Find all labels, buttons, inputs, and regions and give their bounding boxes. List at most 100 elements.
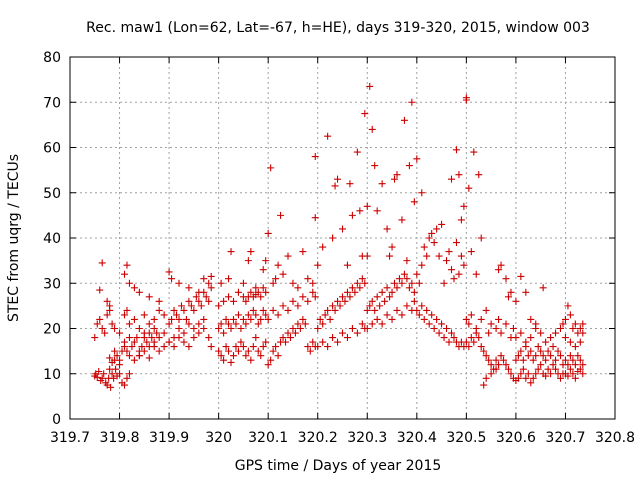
data-point — [361, 110, 369, 118]
data-point — [299, 248, 307, 256]
data-point — [579, 329, 587, 337]
data-point — [430, 239, 438, 247]
data-point — [549, 361, 557, 369]
data-point — [150, 315, 158, 323]
data-point — [222, 315, 230, 323]
data-point — [358, 320, 366, 328]
data-point — [348, 284, 356, 292]
data-point — [448, 329, 455, 337]
data-point — [391, 175, 399, 183]
data-point — [237, 338, 245, 346]
data-point — [168, 275, 176, 283]
data-point — [425, 320, 433, 328]
data-point — [410, 297, 418, 305]
data-point — [175, 325, 183, 332]
data-point — [145, 320, 153, 328]
data-point — [269, 347, 277, 355]
data-point — [475, 334, 483, 342]
data-point — [215, 302, 223, 310]
y-tick-label: 20 — [43, 322, 61, 338]
data-point — [254, 347, 262, 355]
data-point — [225, 293, 233, 301]
data-point — [274, 311, 282, 319]
data-point — [428, 311, 436, 319]
data-point — [140, 311, 148, 319]
data-point — [220, 297, 228, 305]
data-point — [467, 334, 475, 342]
data-point — [435, 252, 443, 260]
data-point — [324, 343, 332, 351]
data-point — [519, 365, 527, 373]
y-tick-label: 10 — [43, 367, 61, 383]
data-point — [135, 325, 143, 332]
data-point — [462, 96, 470, 104]
data-point — [111, 325, 119, 332]
data-point — [96, 315, 104, 323]
data-point — [197, 302, 205, 310]
data-point — [527, 347, 535, 355]
data-point — [418, 189, 426, 197]
y-tick-label: 0 — [52, 412, 61, 428]
data-point — [504, 293, 512, 301]
data-point — [544, 347, 552, 355]
data-point — [410, 288, 418, 296]
data-point — [254, 288, 262, 296]
data-point — [430, 325, 438, 332]
data-point — [408, 98, 416, 106]
data-point — [135, 352, 143, 360]
data-point — [514, 352, 522, 360]
data-point — [504, 365, 512, 373]
data-point — [145, 354, 153, 362]
data-point — [576, 365, 584, 373]
data-point — [121, 311, 128, 319]
data-point — [566, 311, 574, 319]
data-point — [492, 365, 500, 373]
data-point — [103, 311, 111, 319]
x-tick-label: 320.4 — [397, 430, 437, 446]
data-point — [324, 306, 332, 314]
data-point — [190, 334, 198, 342]
data-point — [386, 293, 394, 301]
data-point — [230, 352, 237, 360]
data-point — [547, 352, 555, 360]
data-point — [98, 374, 106, 382]
data-point — [381, 297, 389, 305]
x-tick-labels: 319.7 319.8 319.9 320 320.1 320.2 320.3 320.4 32… — [50, 430, 635, 446]
data-point — [150, 325, 158, 332]
data-point — [448, 266, 455, 274]
data-point — [480, 347, 488, 355]
data-point — [532, 325, 540, 332]
data-point — [284, 252, 292, 260]
data-point — [155, 347, 163, 355]
data-point — [378, 288, 386, 296]
data-point — [353, 329, 361, 337]
data-point — [93, 320, 101, 328]
data-point — [373, 315, 381, 323]
data-point — [420, 315, 428, 323]
data-point — [383, 225, 391, 233]
data-point — [487, 320, 495, 328]
y-tick-label: 60 — [43, 141, 61, 157]
data-point — [485, 329, 493, 337]
data-point — [363, 325, 371, 332]
data-point — [304, 297, 312, 305]
data-point — [242, 352, 250, 360]
data-point — [542, 338, 550, 346]
data-point — [542, 356, 550, 364]
data-point — [569, 370, 577, 378]
data-point — [495, 315, 503, 323]
data-point — [395, 275, 403, 283]
data-point — [257, 293, 265, 301]
y-tick-label: 50 — [43, 186, 61, 202]
data-point — [309, 338, 317, 346]
data-point — [450, 275, 458, 283]
data-point — [106, 302, 114, 310]
data-point — [393, 306, 401, 314]
data-point — [363, 306, 371, 314]
data-point — [319, 320, 327, 328]
data-point — [277, 211, 285, 219]
data-point — [165, 338, 173, 346]
data-point — [130, 284, 138, 292]
data-point — [286, 334, 294, 342]
data-point — [465, 184, 473, 192]
